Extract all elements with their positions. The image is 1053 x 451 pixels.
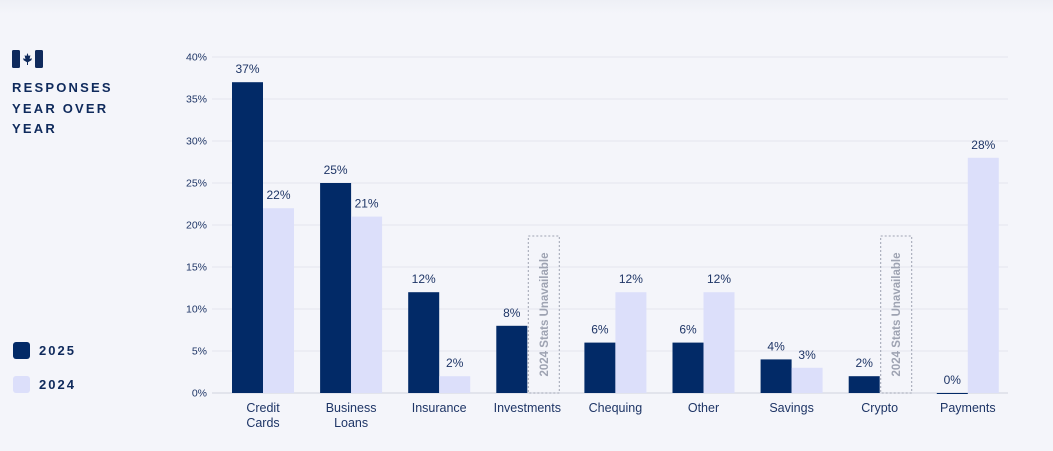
- legend-swatch-2025: [13, 342, 30, 359]
- bar-2025: [848, 376, 880, 393]
- bar-2024: [791, 367, 823, 393]
- data-label-2024: 2%: [446, 356, 464, 370]
- bar-2024: [703, 292, 735, 393]
- canada-flag-icon: [12, 50, 43, 68]
- bar-2025: [760, 359, 792, 393]
- legend-swatch-2024: [13, 376, 30, 393]
- bar-2024: [439, 376, 471, 393]
- bar-2025: [672, 342, 704, 393]
- bar-2025: [936, 393, 968, 394]
- unavailable-box: [880, 235, 913, 394]
- category-label: Insurance: [412, 401, 467, 415]
- chart-heading: RESPONSES YEAR OVER YEAR: [12, 78, 142, 140]
- data-label-2025: 25%: [324, 163, 348, 177]
- category-label: Payments: [940, 401, 996, 415]
- legend-label-2025: 2025: [39, 343, 76, 358]
- data-label-2024: 12%: [707, 272, 731, 286]
- category-label: Business: [326, 401, 377, 415]
- bar-2025: [408, 292, 440, 393]
- data-label-2024: 3%: [798, 348, 816, 362]
- heading-line: YEAR OVER: [12, 100, 109, 116]
- bar-2024: [351, 216, 383, 393]
- data-label-2025: 4%: [767, 339, 785, 353]
- category-label: Crypto: [861, 401, 898, 415]
- unavailable-box: [527, 235, 560, 394]
- data-label-2024: 12%: [619, 272, 643, 286]
- category-label: Investments: [494, 401, 561, 415]
- data-label-2025: 6%: [679, 323, 697, 337]
- bar-2025: [320, 183, 352, 393]
- top-strip: [0, 0, 1053, 14]
- data-label-2025: 37%: [235, 62, 259, 76]
- y-tick-label: 40%: [186, 52, 207, 64]
- y-tick-label: 15%: [186, 262, 207, 274]
- category-label: Savings: [769, 401, 813, 415]
- data-label-2025: 8%: [503, 306, 521, 320]
- bar-2025: [232, 82, 263, 393]
- y-tick-label: 20%: [186, 220, 207, 232]
- y-tick-label: 5%: [192, 346, 207, 358]
- data-label-2024: 22%: [266, 188, 290, 202]
- data-label-2025: 2%: [856, 356, 874, 370]
- legend-item-2024: 2024: [13, 376, 76, 393]
- data-label-2025: 0%: [944, 373, 962, 387]
- category-label: Cards: [246, 416, 279, 430]
- bar-2024: [967, 157, 999, 393]
- unavailable-label: 2024 Stats Unavailable: [891, 252, 903, 376]
- data-label-2025: 12%: [412, 272, 436, 286]
- y-tick-label: 30%: [186, 136, 207, 148]
- legend-item-2025: 2025: [13, 342, 76, 359]
- category-label: Loans: [334, 416, 368, 430]
- bar-2025: [584, 342, 616, 393]
- category-label: Chequing: [589, 401, 643, 415]
- y-tick-label: 35%: [186, 94, 207, 106]
- bar-2025: [496, 325, 528, 393]
- y-tick-label: 10%: [186, 304, 207, 316]
- y-tick-label: 25%: [186, 178, 207, 190]
- heading-line: RESPONSES: [12, 80, 113, 95]
- data-label-2024: 28%: [971, 138, 995, 152]
- y-tick-label: 0%: [192, 388, 207, 400]
- legend-label-2024: 2024: [39, 377, 76, 392]
- category-label: Credit: [246, 401, 280, 415]
- unavailable-label: 2024 Stats Unavailable: [539, 252, 551, 376]
- bar-2024: [263, 208, 294, 393]
- category-label: Other: [688, 401, 719, 415]
- bar-2024: [615, 292, 647, 393]
- data-label-2024: 21%: [355, 197, 379, 211]
- heading-line: YEAR: [12, 121, 57, 136]
- data-label-2025: 6%: [591, 323, 609, 337]
